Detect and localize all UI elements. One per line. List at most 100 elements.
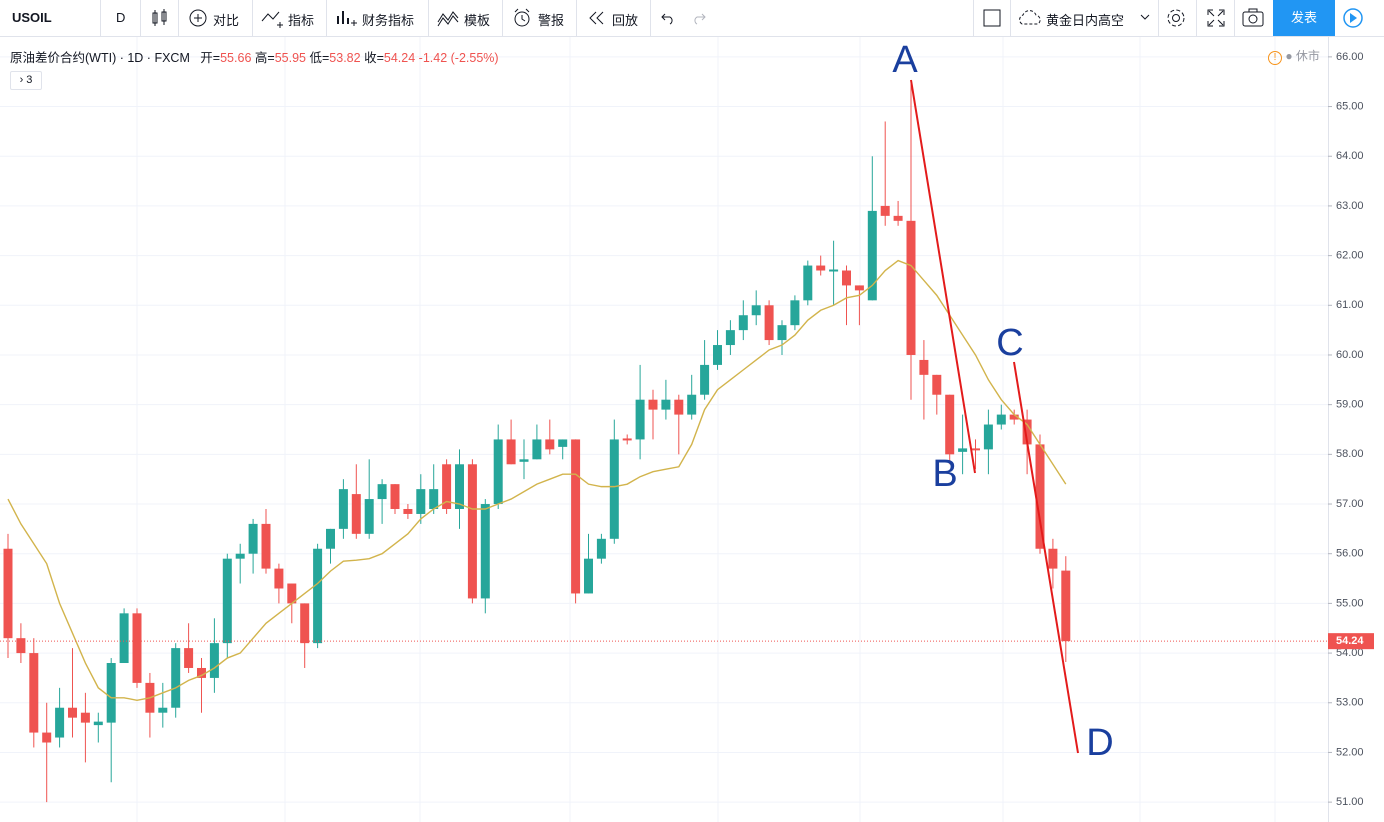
open-label: 开: [200, 51, 213, 65]
candle-body: [829, 269, 839, 272]
templates-icon[interactable]: [437, 8, 461, 28]
wave-label: A: [892, 39, 918, 81]
high-value: 55.95: [274, 51, 306, 65]
y-tick-label: 60.00: [1336, 349, 1364, 361]
open-value: 55.66: [220, 51, 252, 65]
candle-body: [442, 464, 452, 509]
candle-body: [635, 399, 645, 440]
toolbar: USOIL D 对比 指标 财务指标 模板 警报 回放 黄金日内高空 发表: [0, 0, 1384, 37]
settings-icon[interactable]: [1165, 7, 1187, 29]
candle-body: [1009, 414, 1019, 420]
candle-body: [919, 359, 929, 375]
candle-body: [790, 300, 800, 326]
candle-body: [545, 439, 555, 450]
candle-body: [674, 399, 684, 415]
y-tick-label: 59.00: [1336, 399, 1364, 411]
candle-body: [80, 712, 90, 723]
candle-body: [300, 603, 310, 644]
fullscreen-icon[interactable]: [1206, 8, 1226, 28]
last-price-label: 54.24: [1336, 635, 1364, 647]
candle-body: [171, 648, 181, 708]
candle-body: [700, 364, 710, 395]
compare[interactable]: 对比: [213, 13, 240, 28]
candle-body: [29, 653, 39, 733]
candle-body: [377, 484, 387, 500]
collapse-button[interactable]: › 3: [10, 71, 42, 90]
alert-icon[interactable]: [511, 7, 533, 29]
candle-body: [119, 613, 129, 664]
legend-source: FXCM: [154, 51, 190, 65]
candle-body: [313, 548, 323, 644]
interval[interactable]: D: [116, 10, 126, 25]
wave-label: B: [932, 453, 957, 495]
replay[interactable]: 回放: [612, 13, 639, 28]
templates[interactable]: 模板: [464, 13, 491, 28]
candle-body: [584, 558, 593, 594]
candle-body: [661, 399, 671, 410]
candle-body: [42, 732, 52, 743]
candle-body: [1061, 570, 1071, 642]
change-pct: (-2.55%): [450, 51, 499, 65]
compare-icon[interactable]: [188, 8, 208, 28]
candle-body: [854, 285, 864, 291]
candle-body: [197, 667, 206, 678]
candle-body: [274, 568, 284, 589]
publish-button[interactable]: 发表: [1273, 0, 1335, 36]
select-icon[interactable]: [982, 8, 1002, 28]
y-tick-label: 57.00: [1336, 498, 1364, 510]
layout-name[interactable]: 黄金日内高空: [1046, 13, 1125, 28]
candle-body: [209, 643, 219, 678]
close-label: 收: [364, 51, 377, 65]
indicators-icon[interactable]: [261, 8, 285, 28]
replay-icon[interactable]: [587, 9, 607, 27]
candle-body: [132, 613, 142, 683]
candle-body: [971, 448, 980, 451]
candle-body: [93, 721, 103, 726]
candle-body: [287, 583, 297, 604]
undo-redo[interactable]: [660, 9, 710, 27]
candle-body: [945, 394, 955, 455]
wave-label: D: [1086, 722, 1113, 764]
candle-body: [455, 464, 464, 509]
alert[interactable]: 警报: [538, 13, 565, 28]
candle-body: [519, 459, 529, 462]
dropdown-arrow[interactable]: [1140, 12, 1150, 22]
candle-body: [558, 439, 568, 447]
candle-body: [803, 265, 813, 301]
y-tick-label: 61.00: [1336, 299, 1364, 311]
chart-style-icon[interactable]: [150, 8, 170, 28]
candle-body: [958, 448, 968, 452]
candle-body: [390, 484, 400, 509]
low-label: 低: [309, 51, 322, 65]
candle-body: [506, 439, 516, 465]
candle-body: [16, 638, 26, 654]
candle-body: [429, 489, 439, 509]
instrument-name: 原油差价合约(WTI): [10, 51, 117, 65]
play-button[interactable]: [1335, 0, 1384, 36]
candle-body: [480, 504, 490, 599]
y-tick-label: 55.00: [1336, 597, 1364, 609]
cloud-icon[interactable]: [1016, 8, 1044, 28]
candle-body: [996, 414, 1006, 425]
candle-body: [184, 648, 194, 668]
screenshot-icon[interactable]: [1242, 8, 1264, 28]
candle-body: [893, 215, 903, 221]
candle-body: [261, 523, 271, 569]
y-tick-label: 51.00: [1336, 796, 1364, 808]
candle-body: [106, 663, 116, 723]
close-value: 54.24: [383, 51, 416, 65]
candle-body: [222, 558, 232, 644]
financials[interactable]: 财务指标: [362, 13, 415, 28]
financials-icon[interactable]: [335, 8, 359, 28]
moving-average: [7, 259, 1067, 701]
last-price-tag: [1328, 633, 1374, 650]
indicators[interactable]: 指标: [288, 13, 315, 28]
candle-body: [622, 438, 632, 441]
candle-body: [55, 707, 65, 738]
candle-body: [932, 374, 942, 395]
y-tick-label: 63.00: [1336, 200, 1364, 212]
candle-body: [880, 205, 890, 216]
symbol[interactable]: USOIL: [12, 10, 52, 25]
candle-body: [816, 265, 826, 271]
